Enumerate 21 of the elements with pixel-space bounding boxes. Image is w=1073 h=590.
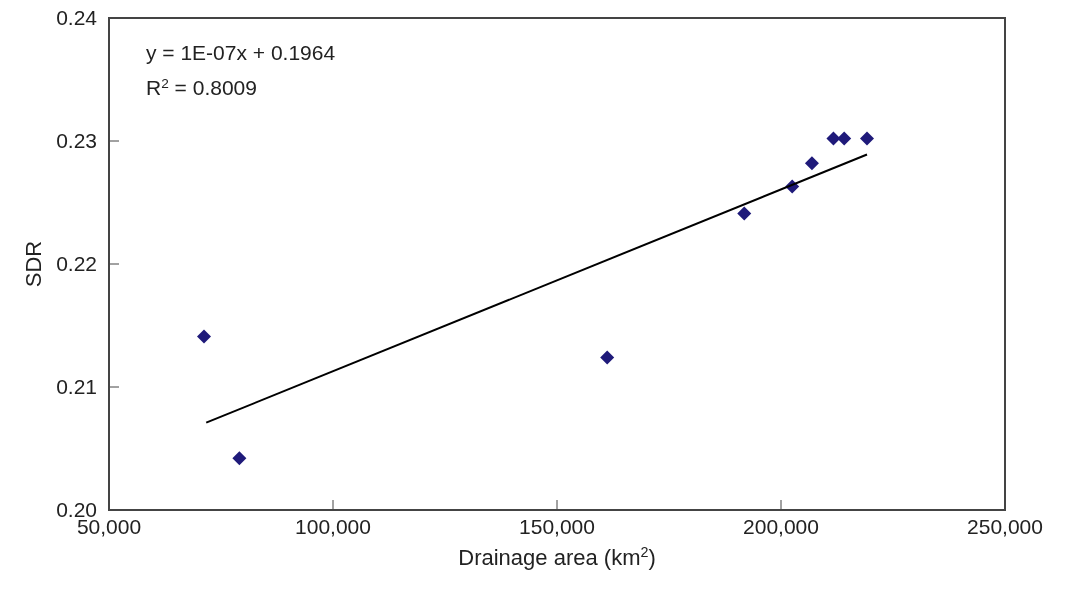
- y-tick-label: 0.22: [56, 252, 97, 275]
- y-tick-label: 0.24: [56, 6, 98, 29]
- point: [232, 451, 247, 466]
- point: [837, 131, 852, 146]
- x-tick-label: 150,000: [519, 515, 595, 538]
- x-tick-label: 250,000: [967, 515, 1043, 538]
- point: [860, 131, 875, 146]
- y-tick-label: 0.23: [56, 129, 97, 152]
- x-tick-label: 200,000: [743, 515, 819, 538]
- annotation: R$^{2}$ = 0.8009: [146, 75, 257, 99]
- point: [196, 329, 211, 344]
- y-tick-label: 0.20: [56, 498, 97, 521]
- point: [600, 350, 615, 365]
- point: [804, 156, 819, 171]
- y-axis-title: SDR: [21, 240, 46, 288]
- point: [826, 131, 841, 146]
- y-tick-label: 0.21: [56, 375, 97, 398]
- x-axis-title: Drainage area (km$^{2}$): [458, 544, 656, 570]
- annotation: y = 1E-07x + 0.1964: [146, 41, 336, 64]
- point: [737, 206, 752, 221]
- x-tick-label: 100,000: [295, 515, 371, 538]
